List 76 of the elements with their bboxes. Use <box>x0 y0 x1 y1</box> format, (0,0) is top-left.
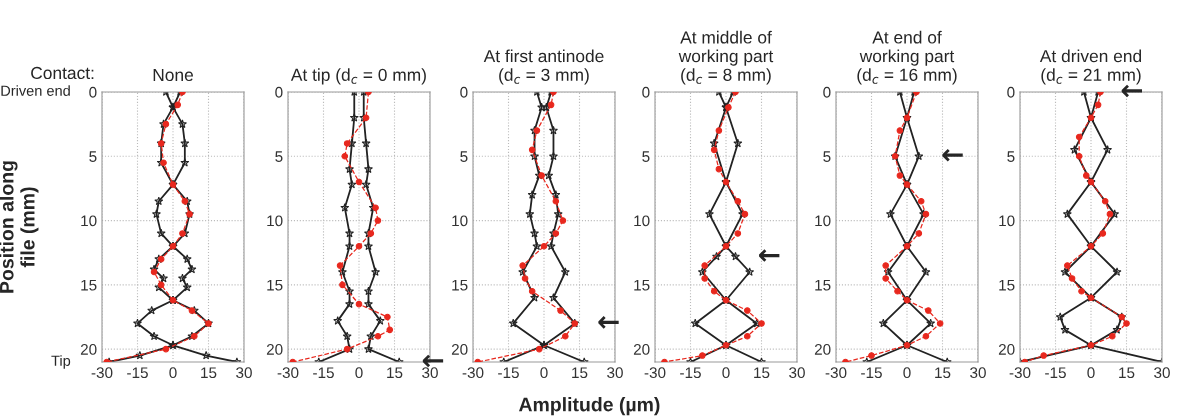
y-tick-label: 5 <box>1007 151 1015 162</box>
chart-title: At driven end (d$_{c}$ = 21 mm) <box>1039 49 1142 85</box>
y-tick-label: 20 <box>266 344 283 355</box>
y-tick-label: 15 <box>999 279 1015 291</box>
x-tick-label: 0 <box>903 367 911 379</box>
y-tick-label: 0 <box>642 86 650 98</box>
x-tick-label: -15 <box>1045 367 1066 379</box>
y-tick-label: 20 <box>80 344 97 355</box>
text: Tip <box>51 355 71 369</box>
x-tick-label: 30 <box>1154 367 1170 379</box>
y-tick-label: 20 <box>451 344 468 355</box>
y-tick-label: 0 <box>1007 86 1015 98</box>
y-tick-label: 0 <box>823 86 831 98</box>
x-tick-label: 0 <box>722 367 730 379</box>
x-tick-label: -15 <box>498 367 519 379</box>
x-tick-label: 15 <box>201 367 217 379</box>
y-tick-label: 0 <box>460 86 468 98</box>
y-tick-label: 15 <box>81 279 97 291</box>
x-tick-label: 30 <box>236 367 252 379</box>
y-tick-label: 10 <box>815 215 831 227</box>
x-tick-label: 0 <box>355 367 363 379</box>
chart-title: None <box>153 68 193 82</box>
annotation: ← <box>598 316 619 329</box>
annotation: ← <box>422 354 444 368</box>
x-tick-label: 30 <box>970 367 986 379</box>
chart-title: At middle of working part (d$_{c}$ = 8 mm) <box>678 30 774 85</box>
x-tick-label: 15 <box>572 367 588 379</box>
y-tick-label: 20 <box>633 344 650 355</box>
y-tick-label: 10 <box>999 215 1015 227</box>
y-tick-label: 0 <box>89 86 97 98</box>
y-tick-label: 15 <box>267 279 283 291</box>
y-axis-title: Position along file (mm) <box>0 161 39 293</box>
x-tick-label: 30 <box>422 367 438 379</box>
x-tick-label: 0 <box>169 367 177 379</box>
annotation: ← <box>1121 84 1143 98</box>
chart-title: At tip (d$_{c}$ = 0 mm) <box>290 68 426 85</box>
annotation: ← <box>942 148 963 162</box>
x-tick-label: -15 <box>313 367 334 379</box>
x-tick-label: 15 <box>387 367 403 379</box>
x-tick-label: 15 <box>1119 367 1135 379</box>
x-tick-label: -30 <box>825 367 847 379</box>
x-tick-label: 30 <box>607 367 623 379</box>
x-tick-label: 15 <box>754 367 770 379</box>
y-tick-label: 5 <box>460 151 468 162</box>
y-tick-label: 5 <box>275 151 283 162</box>
annotation: ← <box>759 249 780 262</box>
text: Driven end <box>1 85 70 96</box>
y-tick-label: 10 <box>452 215 468 227</box>
y-tick-label: 10 <box>81 215 97 227</box>
x-tick-label: -30 <box>1009 367 1031 379</box>
x-tick-label: -15 <box>861 367 882 379</box>
x-tick-label: -15 <box>127 367 148 379</box>
y-tick-label: 20 <box>998 344 1015 355</box>
y-tick-label: 5 <box>89 151 97 162</box>
x-tick-label: -15 <box>680 367 701 379</box>
y-tick-label: 15 <box>452 279 468 291</box>
x-tick-label: -30 <box>277 367 299 379</box>
chart-title: At end of working part (d$_{c}$ = 16 mm) <box>857 30 957 85</box>
x-tick-label: 0 <box>1087 367 1095 379</box>
x-tick-label: 30 <box>789 367 805 379</box>
y-tick-label: 15 <box>634 279 650 291</box>
y-tick-label: 10 <box>634 215 650 227</box>
text: Contact: <box>31 66 94 80</box>
x-tick-label: -30 <box>644 367 666 379</box>
y-tick-label: 0 <box>275 86 283 98</box>
x-tick-label: -30 <box>91 367 113 379</box>
x-axis-title: Amplitude (µm) <box>518 397 660 416</box>
y-tick-label: 20 <box>814 344 831 355</box>
chart-title: At first antinode (d$_{c}$ = 3 mm) <box>483 49 604 85</box>
x-tick-label: 0 <box>540 367 548 379</box>
y-tick-label: 15 <box>815 279 831 291</box>
y-tick-label: 5 <box>642 151 650 162</box>
x-tick-label: 15 <box>935 367 951 379</box>
y-tick-label: 5 <box>823 151 831 162</box>
y-tick-label: 10 <box>267 215 283 227</box>
x-tick-label: -30 <box>462 367 484 379</box>
